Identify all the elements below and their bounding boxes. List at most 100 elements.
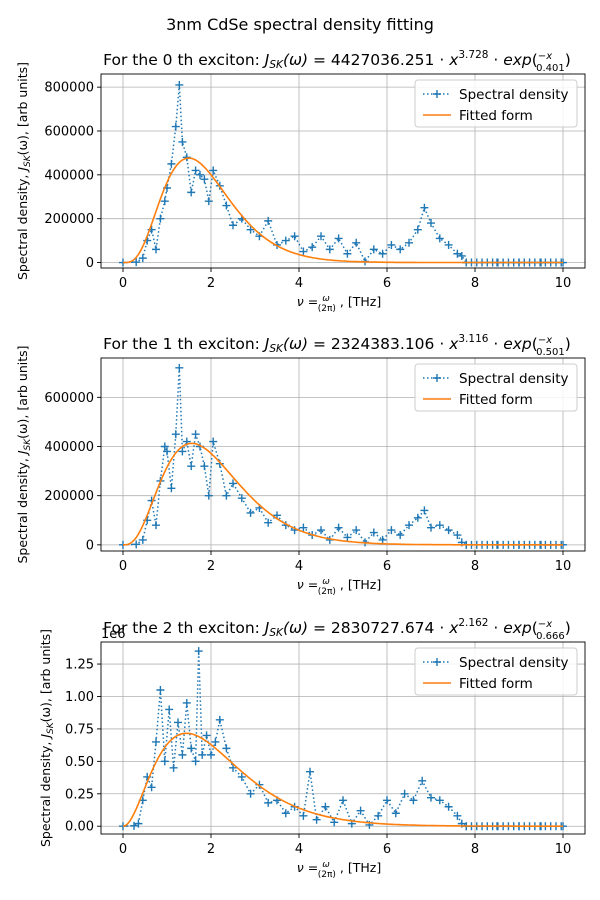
- x-tick-label: 2: [207, 559, 215, 574]
- spectral-density-point: [237, 494, 246, 503]
- spectral-density-point: [167, 159, 176, 168]
- title-subscript: SK: [269, 343, 284, 355]
- spectral-density-point: [156, 686, 165, 694]
- y-axis-label: Spectral density, JSK(ω), [arb units]: [38, 629, 56, 847]
- spectral-density-point: [163, 447, 171, 456]
- spectral-density-point: [378, 535, 387, 544]
- axes-frame: [100, 641, 586, 835]
- axes-frame: [100, 73, 586, 269]
- spectral-density-point: [138, 535, 147, 544]
- spectral-density-point: [427, 523, 435, 532]
- spectral-density-point: [132, 540, 141, 549]
- x-label-denominator: (2π): [318, 870, 336, 880]
- spectral-density-point: [457, 251, 466, 260]
- spectral-density-point: [211, 737, 220, 746]
- title-argument: (ω) =: [283, 51, 331, 69]
- spectral-density-point: [308, 243, 317, 252]
- fitted-form-line: [122, 732, 563, 828]
- spectral-density-point: [209, 166, 218, 175]
- y-label-function: J: [15, 450, 30, 457]
- x-label-suffix: , [THz]: [336, 860, 381, 875]
- title-paren-close: ): [565, 51, 571, 69]
- spectral-density-point: [405, 521, 413, 530]
- spectral-density-point: [343, 533, 352, 542]
- title-paren-open: (: [532, 335, 538, 353]
- y-axis-label: Spectral density, JSK(ω), [arb units]: [15, 345, 33, 563]
- spectral-density-point: [396, 531, 405, 540]
- title-argument: (ω) =: [283, 619, 331, 637]
- x-tick-label: 10: [555, 559, 572, 574]
- spectral-density-point: [215, 715, 224, 724]
- spectral-density-point: [165, 705, 174, 714]
- y-tick-label: 400000: [44, 440, 94, 455]
- spectral-density-point: [152, 521, 160, 530]
- title-subscript: SK: [269, 59, 284, 71]
- x-label-prefix: ν =: [297, 294, 322, 309]
- spectral-density-point: [200, 462, 209, 471]
- x-axis-label: ν = ω (2π) , [THz]: [297, 577, 381, 597]
- title-paren-close: ): [565, 619, 571, 637]
- spectral-density-point: [264, 216, 273, 225]
- x-tick-label: 8: [471, 276, 479, 291]
- spectral-density-line: [122, 651, 563, 827]
- title-dot: ·: [488, 51, 503, 69]
- spectral-density-point: [418, 776, 427, 785]
- x-tick-label: 10: [555, 842, 572, 857]
- spectral-density-point: [369, 528, 378, 537]
- spectral-density-point: [383, 796, 391, 805]
- legend-box: [414, 79, 578, 128]
- x-tick-label: 6: [383, 842, 391, 857]
- title-function: J: [262, 619, 270, 637]
- spectral-density-point: [204, 491, 213, 500]
- spectral-density-point: [264, 518, 273, 527]
- y-tick-label: 400000: [44, 168, 94, 183]
- spectral-density-point: [222, 201, 231, 210]
- spectral-density-point: [147, 783, 156, 792]
- spectral-density-point: [330, 818, 339, 827]
- title-prefix: For the 1 th exciton:: [103, 335, 265, 353]
- spectral-density-point: [352, 238, 361, 247]
- legend-label-fitted: Fitted form: [459, 392, 533, 408]
- title-exp: exp: [503, 51, 532, 69]
- spectral-density-point: [339, 796, 347, 805]
- x-tick-label: 0: [119, 559, 127, 574]
- spectral-density-point: [299, 523, 308, 532]
- x-tick-label: 6: [383, 559, 391, 574]
- spectral-density-point: [187, 188, 196, 197]
- legend-label-spectral: Spectral density: [459, 655, 569, 671]
- spectral-density-point: [187, 744, 196, 753]
- title-function: J: [262, 335, 270, 353]
- legend-marker-spectral: [433, 374, 441, 382]
- legend: Spectral density Fitted form: [414, 363, 578, 412]
- spectral-density-point: [435, 234, 444, 243]
- spectral-density-point: [169, 763, 178, 772]
- spectral-density-point: [453, 249, 462, 258]
- y-label-prefix: Spectral density,: [15, 454, 30, 563]
- spectral-density-point: [229, 221, 237, 230]
- title-prefix: For the 2 th exciton:: [103, 619, 265, 637]
- y-label-function: J: [38, 734, 53, 741]
- title-fraction-numerator: −x: [538, 51, 552, 62]
- spectral-density-point: [435, 521, 444, 530]
- title-fraction-numerator: −x: [538, 335, 552, 346]
- x-label-suffix: , [THz]: [336, 294, 381, 309]
- y-tick-label: 0.75: [65, 722, 94, 737]
- title-x: x: [448, 51, 459, 69]
- legend: Spectral density Fitted form: [414, 647, 578, 696]
- spectral-density-point: [178, 750, 187, 759]
- spectral-density-point: [246, 225, 255, 234]
- y-label-suffix: (ω), [arb units]: [38, 629, 53, 722]
- spectral-density-point: [409, 796, 418, 805]
- title-coefficient: 2830727.674 ·: [331, 619, 449, 637]
- y-axis-label: Spectral density, JSK(ω), [arb units]: [15, 62, 33, 280]
- title-subscript: SK: [269, 627, 284, 639]
- spectral-density-point: [317, 526, 325, 535]
- y-label-prefix: Spectral density,: [38, 738, 53, 847]
- title-fraction-denominator: 0.401: [536, 63, 565, 74]
- spectral-density-point: [246, 789, 255, 798]
- spectral-density-point: [334, 523, 343, 532]
- spectral-density-point: [215, 459, 224, 468]
- chart-panel-1: 0 2 4 6 8 10 0 200000 400000 600000 For the 1 th e…: [15, 333, 586, 597]
